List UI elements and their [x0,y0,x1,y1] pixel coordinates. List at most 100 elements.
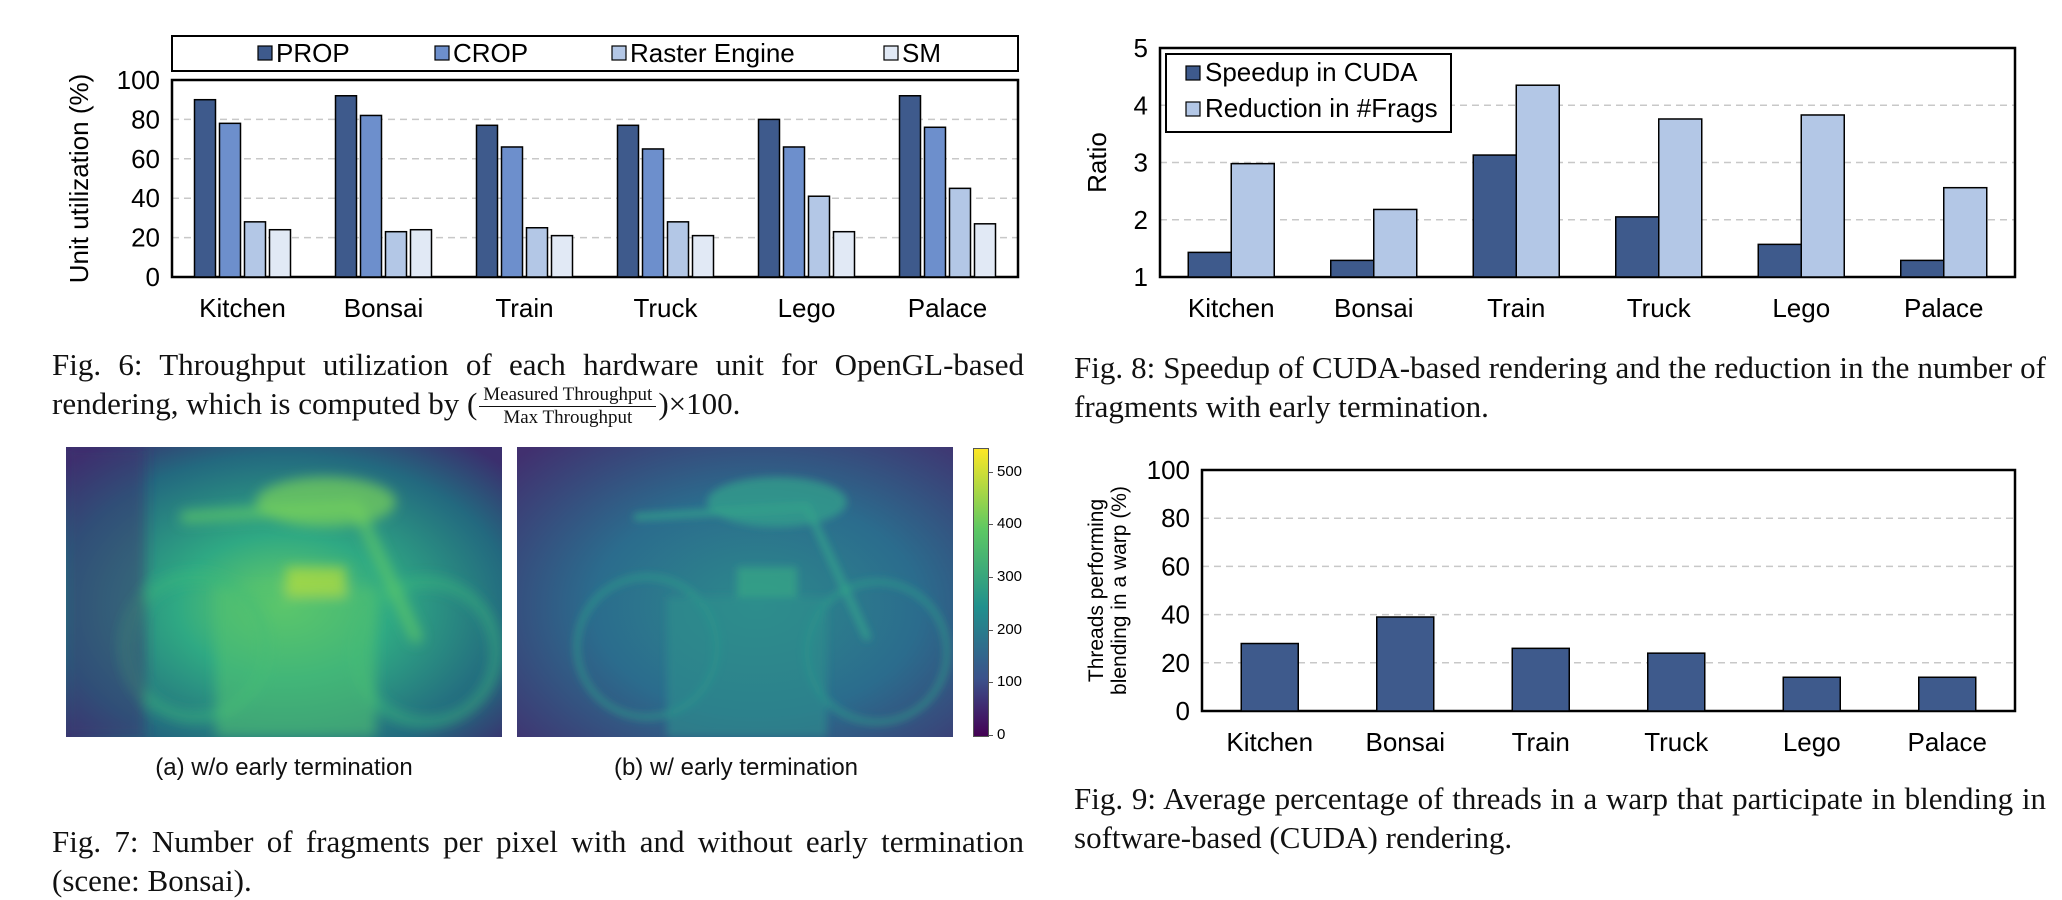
fig6-bar-sm-palace [973,223,997,278]
fig8-x-tick-label: Train [1487,293,1545,323]
fig9-plot-frame [1200,468,2017,713]
fig7-caption: Fig. 7: Number of fragments per pixel wi… [52,824,1024,898]
fig6-bar-prop-truck [616,124,640,278]
fig9-y-tick-label: 60 [1161,551,1190,581]
fig8-y-tick-label: 4 [1134,90,1148,120]
fig9-y-tick-label: 20 [1161,648,1190,678]
fig6-legend-swatch-crop [434,45,450,61]
fig8-y-tick-label: 2 [1134,205,1148,235]
fig8-x-tick-label: Truck [1627,293,1692,323]
fig8-bar-speedup-in-cuda-truck [1615,216,1660,278]
fig8-legend-label: Reduction in #Frags [1205,93,1438,123]
fig7b-subcaption: (b) w/ early termination [613,754,859,781]
fig6-y-axis-label: Unit utilization (%) [64,74,94,284]
fig6-bar-raster-engine-bonsai [384,230,408,278]
colorbar-tick-mark [988,524,993,526]
fig6-caption-lead: Fig. 6: Throughput utilization of each h… [52,347,1024,421]
fig9-y-axis-label-line2: blending in a warp (%) [1108,486,1131,695]
fig9-y-tick-label: 100 [1147,455,1190,485]
colorbar-tick-label: 200 [997,620,1023,638]
fig8-caption: Fig. 8: Speedup of CUDA-based rendering … [1074,350,2046,424]
fig8-bar-speedup-in-cuda-lego [1757,243,1802,278]
fig6-bar-raster-engine-train [525,227,549,278]
colorbar [973,448,989,737]
colorbar-tick-label: 400 [997,515,1023,533]
fig6-bar-crop-truck [641,148,665,278]
fig6-x-tick-label: Lego [778,293,836,323]
fig6-bar-sm-truck [691,234,715,278]
fig8-y-tick-label: 5 [1134,33,1148,63]
fig9-x-tick-label: Bonsai [1366,727,1446,757]
fig6-bar-raster-engine-lego [807,195,831,278]
fig6-bar-crop-palace [923,126,947,278]
fig6-bar-raster-engine-palace [948,187,972,278]
fig8-bar-reduction-in-frags-truck [1658,118,1703,278]
fig6-legend-label: Raster Engine [630,38,795,68]
heatmap-without-early-termination [66,447,502,737]
fig6-bar-sm-bonsai [409,228,433,278]
fig6-caption-tail: )×100. [658,386,741,421]
fig6-legend-label: CROP [453,38,528,68]
fig8-bar-reduction-in-frags-bonsai [1373,208,1418,278]
fig6-bar-crop-lego [782,146,806,278]
fig6-legend-box [171,35,1019,72]
fig6-bar-raster-engine-kitchen [243,221,267,278]
fig6-fraction: Measured Throughput Max Throughput [479,384,657,429]
fig8-y-tick-label: 3 [1134,148,1148,178]
fig9-bar-threads-performing-blending-train [1511,647,1570,712]
colorbar-tick-mark [988,577,993,579]
fig6-x-tick-label: Bonsai [344,293,424,323]
fig6-legend-label: SM [902,38,941,68]
fig6-legend-swatch-raster-engine [611,45,627,61]
fig6-bar-prop-bonsai [334,95,358,278]
fig9-x-tick-label: Train [1512,727,1570,757]
fig6-bar-prop-train [475,124,499,278]
fig6-legend-swatch-sm [883,45,899,61]
colorbar-tick-label: 0 [997,726,1006,743]
colorbar-tick-label: 300 [997,568,1023,586]
fig6-x-tick-label: Truck [633,293,698,323]
fig6-y-tick-label: 40 [131,183,160,213]
fig8-y-tick-label: 1 [1134,262,1148,292]
fig6-y-tick-label: 100 [117,65,160,95]
fig9-bar-threads-performing-blending-palace [1918,676,1977,712]
fig6-plot-frame [170,78,1020,279]
fig6-bar-crop-kitchen [218,122,242,278]
fig9-x-tick-label: Kitchen [1226,727,1313,757]
colorbar-tick-label: 100 [997,673,1023,691]
fig6-y-tick-label: 0 [146,262,160,292]
fig6-bar-crop-train [500,146,524,278]
fig6-frac-denominator: Max Throughput [503,407,633,429]
fig6-caption: Fig. 6: Throughput utilization of each h… [52,345,1024,429]
fig8-bar-speedup-in-cuda-palace [1900,259,1945,278]
fig6-bar-sm-train [550,234,574,278]
fig9-bar-threads-performing-blending-kitchen [1240,642,1299,712]
colorbar-tick-mark [988,629,993,631]
fig8-legend-swatch-speedup-in-cuda [1185,65,1201,81]
fig8-bar-reduction-in-frags-kitchen [1230,162,1275,278]
fig9-bar-threads-performing-blending-truck [1647,652,1706,712]
colorbar-tick-mark [988,471,993,473]
fig8-bar-speedup-in-cuda-kitchen [1187,251,1232,278]
fig6-bar-sm-kitchen [268,228,292,278]
colorbar-tick-mark [988,735,993,736]
fig8-x-tick-label: Palace [1904,293,1984,323]
fig6-y-tick-label: 20 [131,223,160,253]
fig7a-subcaption: (a) w/o early termination [155,754,413,781]
fig8-bar-speedup-in-cuda-train [1472,154,1517,278]
fig8-bar-reduction-in-frags-train [1515,84,1560,278]
fig6-bar-prop-palace [898,95,922,278]
fig9-y-tick-label: 80 [1161,503,1190,533]
fig8-bar-speedup-in-cuda-bonsai [1330,259,1375,278]
fig6-legend-label: PROP [276,38,350,68]
fig6-bar-sm-lego [832,230,856,278]
fig6-bar-prop-lego [757,118,781,278]
fig9-x-tick-label: Truck [1644,727,1709,757]
fig9-y-tick-label: 40 [1161,600,1190,630]
fig8-x-tick-label: Bonsai [1334,293,1414,323]
fig9-caption: Fig. 9: Average percentage of threads in… [1074,781,2046,855]
fig6-x-tick-label: Kitchen [199,293,286,323]
fig6-x-tick-label: Train [495,293,553,323]
fig6-y-tick-label: 80 [131,104,160,134]
fig6-legend-swatch-prop [257,45,273,61]
